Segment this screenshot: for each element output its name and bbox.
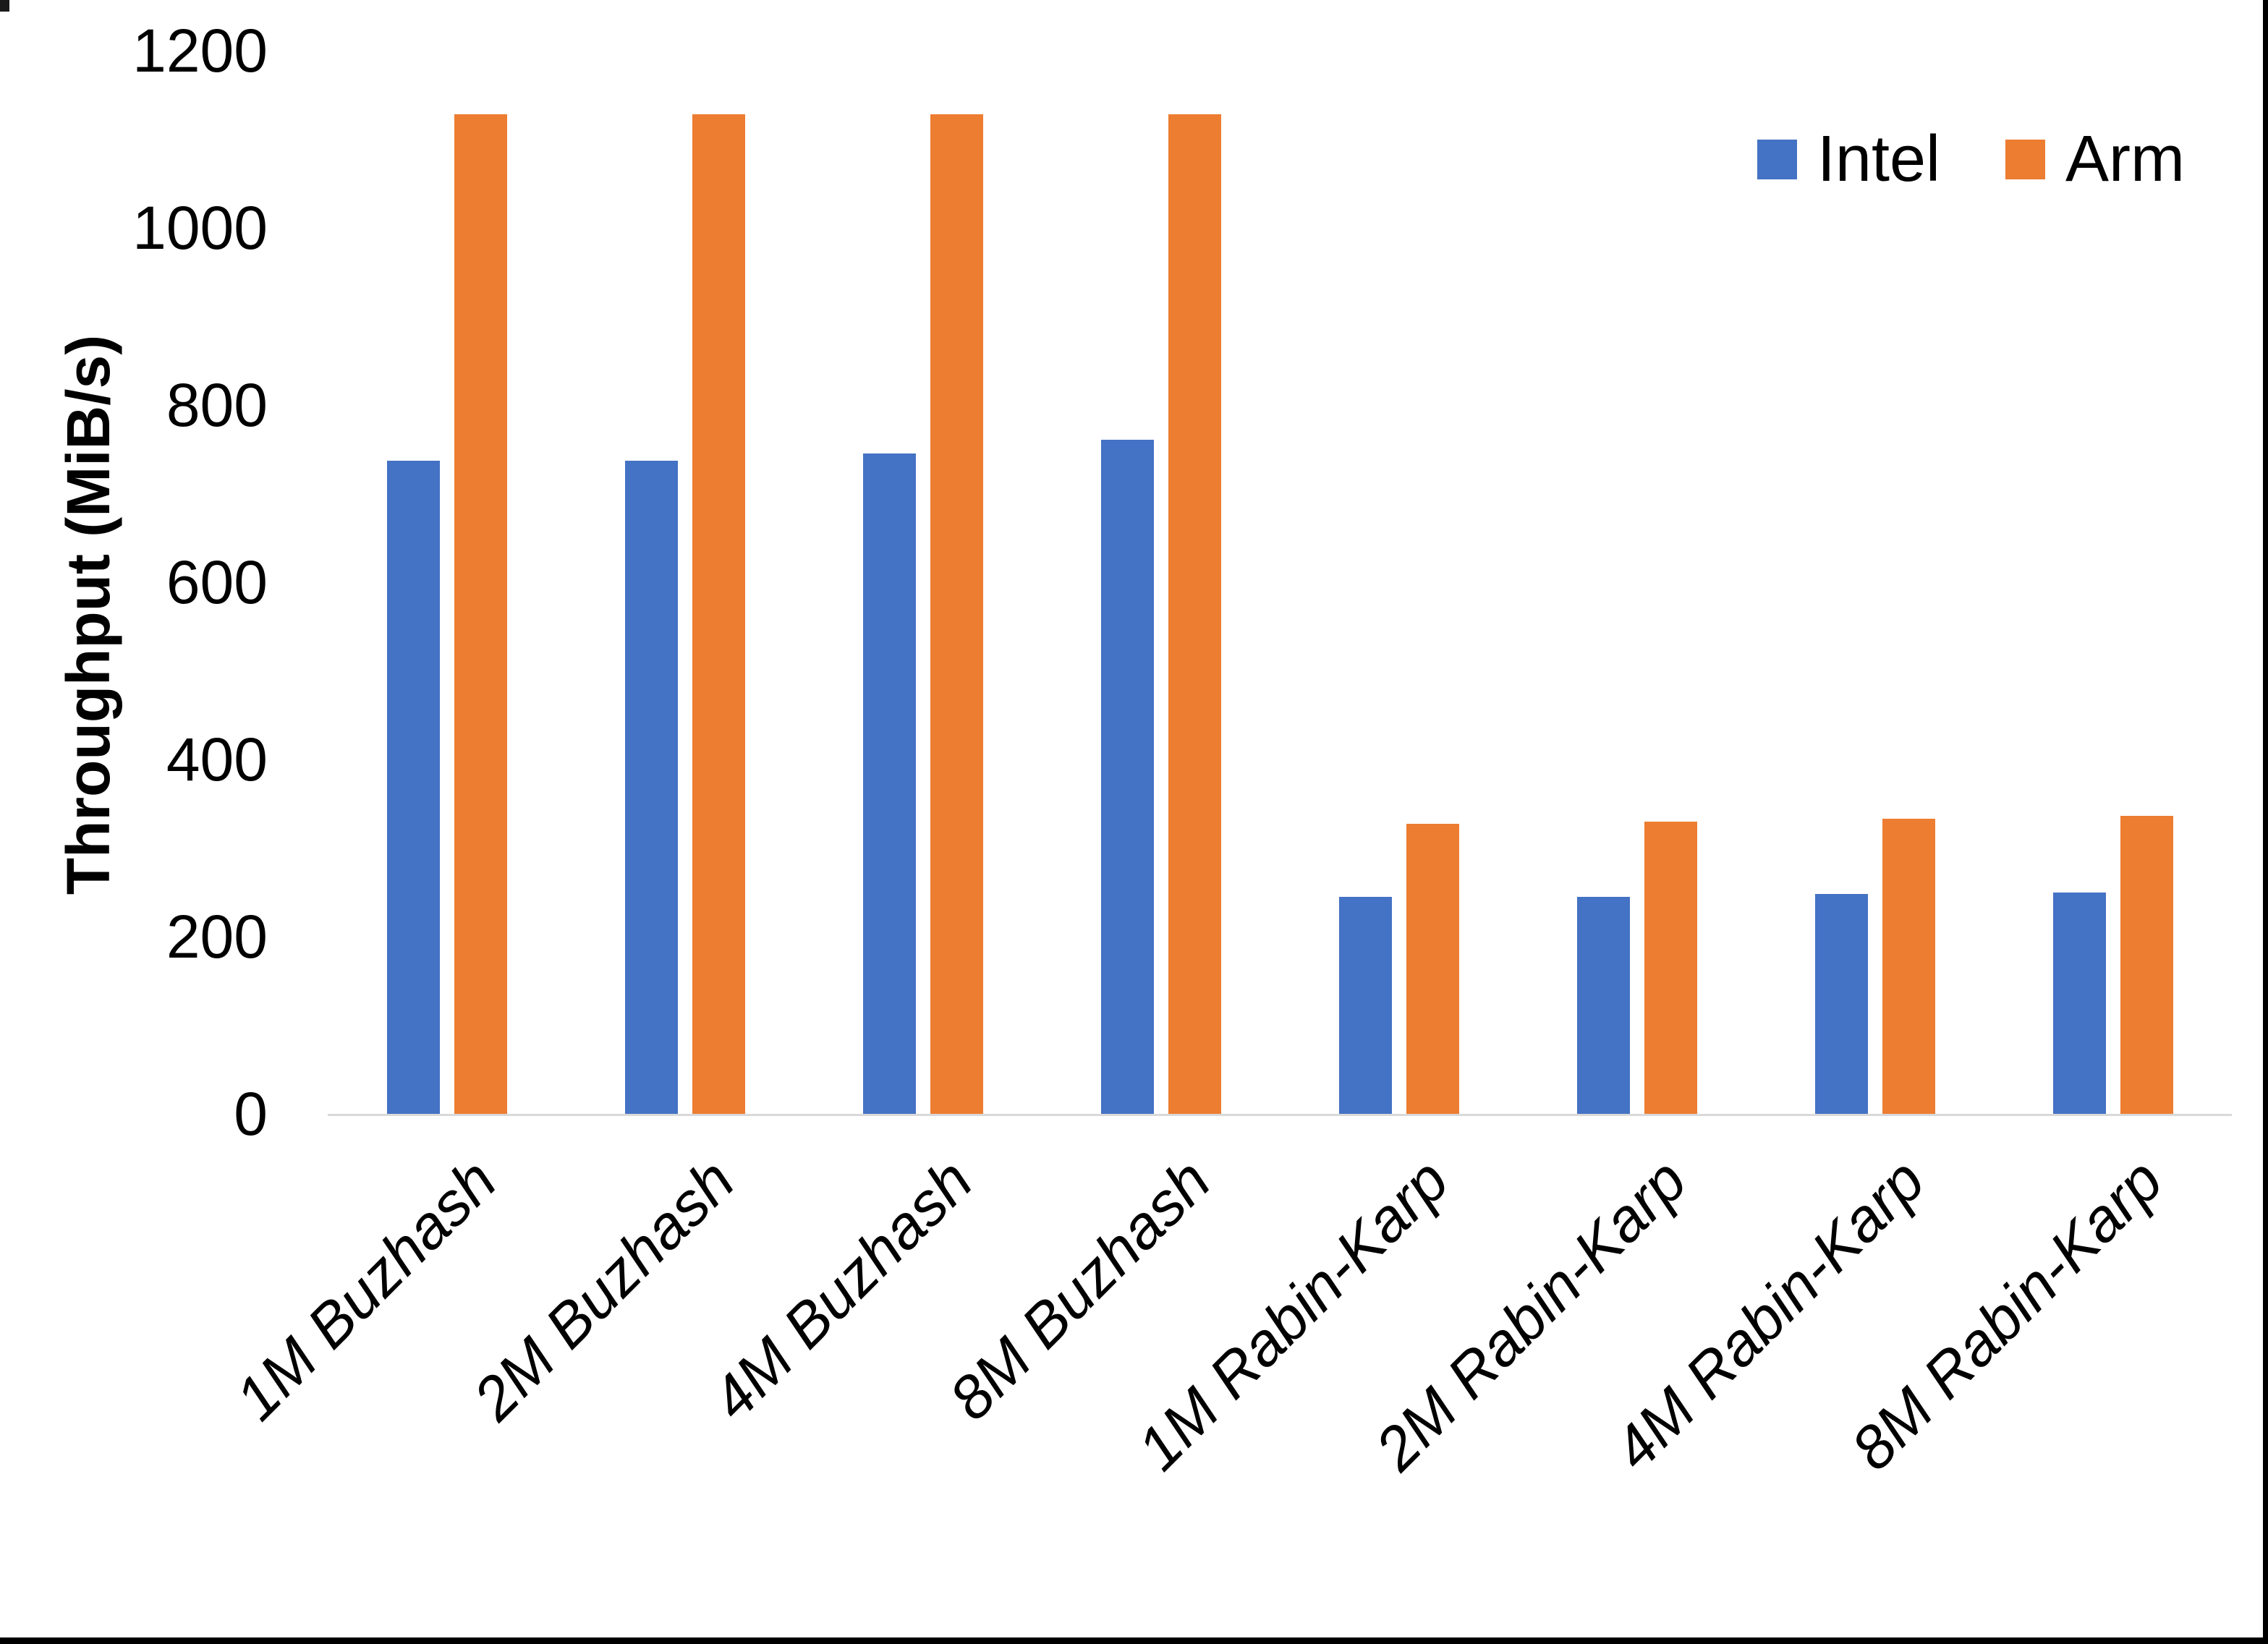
bar-arm-0 [454, 114, 507, 1114]
bar-intel-6 [1814, 894, 1868, 1114]
intel-swatch-icon [1757, 139, 1797, 179]
y-tick-400: 400 [166, 725, 268, 793]
bar-intel-2 [862, 453, 916, 1114]
bar-arm-4 [1406, 824, 1459, 1114]
y-tick-200: 200 [166, 903, 268, 971]
screen-corner-artifact [0, 0, 9, 12]
plot-area [328, 51, 2232, 1116]
y-tick-800: 800 [166, 371, 268, 439]
legend: Intel Arm [1757, 127, 2185, 192]
bar-intel-5 [1576, 897, 1630, 1114]
y-tick-1000: 1000 [132, 194, 268, 262]
arm-swatch-icon [2005, 139, 2046, 179]
bar-arm-3 [1168, 114, 1221, 1114]
legend-item-intel: Intel [1757, 127, 1940, 192]
bar-intel-3 [1100, 440, 1154, 1114]
bar-arm-2 [930, 114, 983, 1114]
bar-arm-6 [1882, 819, 1935, 1114]
screen-edge-bottom [0, 1637, 2268, 1644]
y-tick-600: 600 [166, 548, 268, 616]
legend-label-intel: Intel [1817, 123, 1941, 195]
y-tick-1200: 1200 [132, 17, 268, 85]
bar-arm-7 [2120, 816, 2173, 1114]
legend-label-arm: Arm [2065, 123, 2185, 195]
bar-intel-7 [2052, 893, 2106, 1114]
bar-intel-1 [624, 461, 678, 1114]
bar-arm-1 [692, 114, 745, 1114]
screen-edge-right [2263, 0, 2268, 1644]
y-tick-0: 0 [234, 1080, 268, 1148]
bar-intel-0 [386, 461, 440, 1114]
legend-item-arm: Arm [2005, 127, 2185, 192]
bar-intel-4 [1338, 897, 1392, 1114]
bar-arm-5 [1644, 822, 1697, 1114]
